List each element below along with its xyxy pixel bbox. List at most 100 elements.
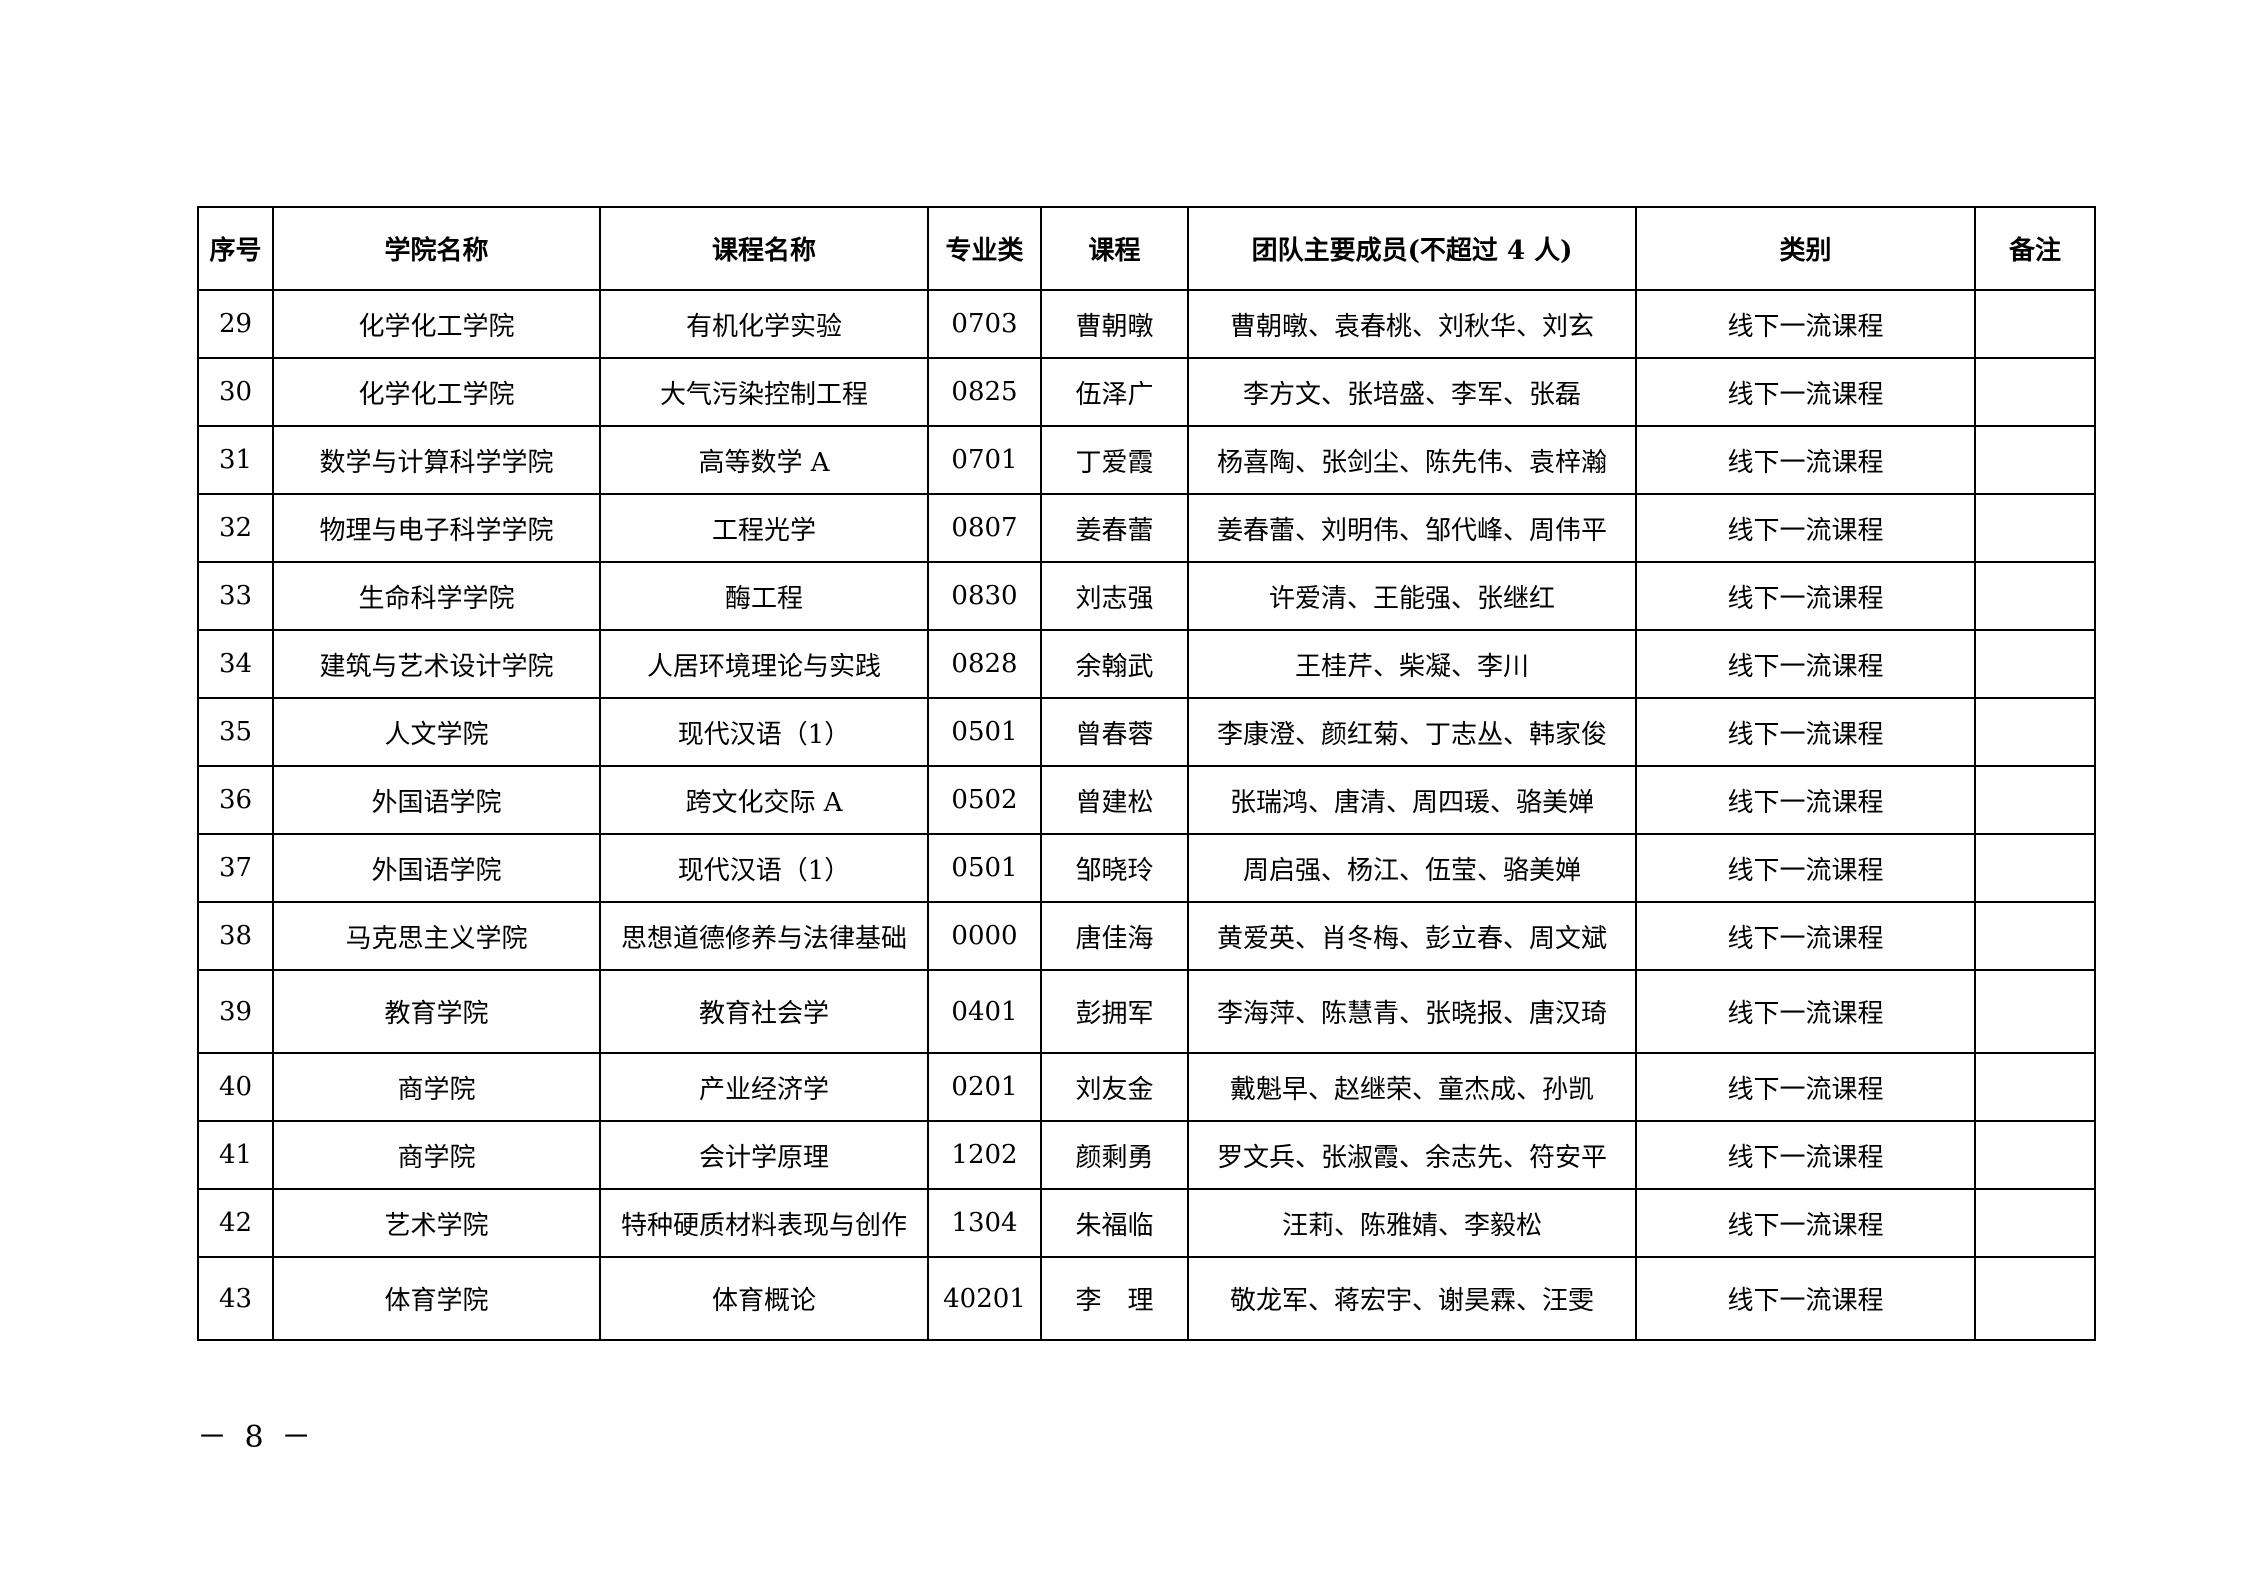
cell-team-members: 李康澄、颜红菊、丁志丛、韩家俊 <box>1187 697 1637 767</box>
cell-category: 线下一流课程 <box>1635 1188 1976 1258</box>
cell-course-lead: 彭拥军 <box>1040 969 1189 1054</box>
cell-index: 34 <box>197 629 274 699</box>
course-table: 序号 学院名称 课程名称 专业类 课程 团队主要成员(不超过 4 人) 类别 备注 29 化学化… <box>197 206 2096 1341</box>
cell-course-lead: 唐佳海 <box>1040 901 1189 971</box>
header-remarks: 备注 <box>1974 206 2096 291</box>
table-row: 29 化学化工学院 有机化学实验 0703 曹朝暾 曹朝暾、袁春桃、刘秋华、刘玄 线下一流课… <box>197 289 2096 359</box>
cell-course: 有机化学实验 <box>599 289 929 359</box>
table-row: 30 化学化工学院 大气污染控制工程 0825 伍泽广 李方文、张培盛、李军、张磊 线下一流… <box>197 357 2096 427</box>
cell-college: 生命科学学院 <box>272 561 601 631</box>
cell-category: 线下一流课程 <box>1635 697 1976 767</box>
cell-team-members: 许爱清、王能强、张继红 <box>1187 561 1637 631</box>
cell-category: 线下一流课程 <box>1635 1052 1976 1122</box>
cell-major-code: 0703 <box>927 289 1042 359</box>
cell-index: 32 <box>197 493 274 563</box>
cell-category: 线下一流课程 <box>1635 357 1976 427</box>
cell-college: 马克思主义学院 <box>272 901 601 971</box>
table-header-row: 序号 学院名称 课程名称 专业类 课程 团队主要成员(不超过 4 人) 类别 备注 <box>197 206 2096 291</box>
cell-course-lead: 曾春蓉 <box>1040 697 1189 767</box>
cell-course-lead: 姜春蕾 <box>1040 493 1189 563</box>
cell-college: 人文学院 <box>272 697 601 767</box>
cell-college: 建筑与艺术设计学院 <box>272 629 601 699</box>
cell-remarks <box>1974 697 2096 767</box>
cell-remarks <box>1974 901 2096 971</box>
cell-major-code: 0825 <box>927 357 1042 427</box>
cell-team-members: 敬龙军、蒋宏宇、谢昊霖、汪雯 <box>1187 1256 1637 1341</box>
cell-team-members: 曹朝暾、袁春桃、刘秋华、刘玄 <box>1187 289 1637 359</box>
cell-course: 特种硬质材料表现与创作 <box>599 1188 929 1258</box>
table-row: 37 外国语学院 现代汉语（1） 0501 邹晓玲 周启强、杨江、伍莹、骆美婵 线下一流课程 <box>197 833 2096 903</box>
header-course-lead: 课程 <box>1040 206 1189 291</box>
cell-course-lead: 邹晓玲 <box>1040 833 1189 903</box>
cell-course: 人居环境理论与实践 <box>599 629 929 699</box>
cell-course-lead: 刘友金 <box>1040 1052 1189 1122</box>
table-row: 43 体育学院 体育概论 40201 李 理敬龙军、蒋宏宇、谢昊霖、汪雯 线下一流课程 <box>197 1256 2096 1341</box>
cell-college: 外国语学院 <box>272 765 601 835</box>
cell-college: 化学化工学院 <box>272 357 601 427</box>
cell-remarks <box>1974 969 2096 1054</box>
cell-category: 线下一流课程 <box>1635 561 1976 631</box>
cell-college: 商学院 <box>272 1120 601 1190</box>
cell-index: 38 <box>197 901 274 971</box>
cell-course: 现代汉语（1） <box>599 697 929 767</box>
cell-index: 35 <box>197 697 274 767</box>
cell-major-code: 0701 <box>927 425 1042 495</box>
cell-course: 思想道德修养与法律基础 <box>599 901 929 971</box>
cell-category: 线下一流课程 <box>1635 493 1976 563</box>
cell-major-code: 1304 <box>927 1188 1042 1258</box>
cell-team-members: 戴魁早、赵继荣、童杰成、孙凯 <box>1187 1052 1637 1122</box>
cell-remarks <box>1974 289 2096 359</box>
cell-remarks <box>1974 493 2096 563</box>
header-category: 类别 <box>1635 206 1976 291</box>
table-row: 39 教育学院 教育社会学 0401 彭拥军 李海萍、陈慧青、张晓报、唐汉琦 线下一流课程 <box>197 969 2096 1054</box>
cell-category: 线下一流课程 <box>1635 969 1976 1054</box>
header-team-members: 团队主要成员(不超过 4 人) <box>1187 206 1637 291</box>
cell-major-code: 1202 <box>927 1120 1042 1190</box>
cell-team-members: 周启强、杨江、伍莹、骆美婵 <box>1187 833 1637 903</box>
cell-index: 40 <box>197 1052 274 1122</box>
cell-category: 线下一流课程 <box>1635 765 1976 835</box>
cell-remarks <box>1974 1188 2096 1258</box>
cell-college: 化学化工学院 <box>272 289 601 359</box>
cell-college: 艺术学院 <box>272 1188 601 1258</box>
cell-remarks <box>1974 425 2096 495</box>
cell-index: 42 <box>197 1188 274 1258</box>
cell-major-code: 0501 <box>927 833 1042 903</box>
cell-course-lead: 朱福临 <box>1040 1188 1189 1258</box>
cell-team-members: 李方文、张培盛、李军、张磊 <box>1187 357 1637 427</box>
cell-course: 会计学原理 <box>599 1120 929 1190</box>
header-index: 序号 <box>197 206 274 291</box>
cell-course-lead: 丁爱霞 <box>1040 425 1189 495</box>
cell-college: 商学院 <box>272 1052 601 1122</box>
cell-course: 体育概论 <box>599 1256 929 1341</box>
cell-team-members: 汪莉、陈雅婧、李毅松 <box>1187 1188 1637 1258</box>
table-row: 36 外国语学院 跨文化交际 A 0502 曾建松 张瑞鸿、唐清、周四瑗、骆美婵 线下一流课… <box>197 765 2096 835</box>
page-number: － 8 － <box>197 1420 316 1455</box>
cell-college: 数学与计算科学学院 <box>272 425 601 495</box>
cell-remarks <box>1974 1120 2096 1190</box>
cell-course-lead: 颜剩勇 <box>1040 1120 1189 1190</box>
cell-course: 酶工程 <box>599 561 929 631</box>
cell-index: 43 <box>197 1256 274 1341</box>
cell-team-members: 王桂芹、柴凝、李川 <box>1187 629 1637 699</box>
cell-remarks <box>1974 765 2096 835</box>
header-course: 课程名称 <box>599 206 929 291</box>
cell-course: 工程光学 <box>599 493 929 563</box>
cell-category: 线下一流课程 <box>1635 425 1976 495</box>
cell-major-code: 0501 <box>927 697 1042 767</box>
cell-index: 31 <box>197 425 274 495</box>
table-row: 35 人文学院 现代汉语（1） 0501 曾春蓉 李康澄、颜红菊、丁志丛、韩家俊 线下一流课… <box>197 697 2096 767</box>
cell-course-lead: 伍泽广 <box>1040 357 1189 427</box>
cell-course-lead: 李 理 <box>1040 1256 1189 1341</box>
table-row: 31 数学与计算科学学院 高等数学 A 0701 丁爱霞 杨喜陶、张剑尘、陈先伟、袁梓瀚线… <box>197 425 2096 495</box>
cell-course-lead: 曹朝暾 <box>1040 289 1189 359</box>
cell-major-code: 40201 <box>927 1256 1042 1341</box>
cell-remarks <box>1974 561 2096 631</box>
cell-college: 教育学院 <box>272 969 601 1054</box>
table-row: 41 商学院 会计学原理 1202 颜剩勇 罗文兵、张淑霞、余志先、符安平 线下一流课程 <box>197 1120 2096 1190</box>
cell-major-code: 0828 <box>927 629 1042 699</box>
cell-index: 29 <box>197 289 274 359</box>
table-row: 34 建筑与艺术设计学院 人居环境理论与实践 0828 余翰武 王桂芹、柴凝、李川 线下一流… <box>197 629 2096 699</box>
cell-major-code: 0000 <box>927 901 1042 971</box>
cell-remarks <box>1974 833 2096 903</box>
